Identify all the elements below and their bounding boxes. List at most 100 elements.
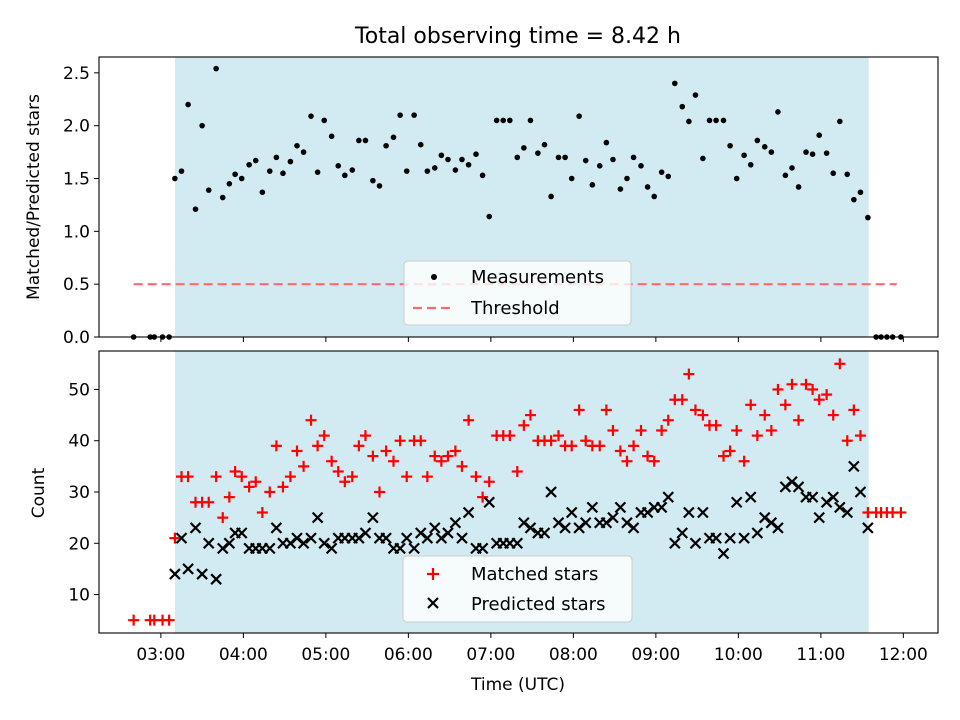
predicted-star-point (456, 532, 468, 544)
matched-star-point (710, 419, 722, 431)
measurement-point (727, 142, 733, 149)
measurement-point (686, 118, 692, 125)
measurement-point (486, 213, 493, 220)
matched-star-point (346, 471, 358, 483)
measurement-point (720, 117, 727, 124)
measurement-point (300, 149, 307, 155)
measurement-point (219, 194, 226, 201)
x-tick-label: 09:00 (631, 645, 680, 665)
matched-star-point (284, 471, 296, 483)
matched-star-point (421, 471, 433, 483)
measurement-point (837, 118, 843, 125)
matched-star-point (738, 455, 750, 467)
matched-star-point (470, 471, 482, 483)
predicted-star-point (483, 496, 495, 509)
top-axes-frame (98, 56, 939, 338)
measurement-point (816, 132, 823, 138)
predicted-star-point (710, 532, 722, 544)
matched-star-point (332, 465, 344, 477)
predicted-star-point (235, 527, 248, 539)
bottom-panel: 10 20 30 40 50 03:00 04:00 05:00 06:00 07:00 08:0… (29, 350, 939, 695)
top-legend: Measurements Threshold (403, 260, 632, 326)
top-legend-box (403, 260, 632, 326)
predicted-star-point (586, 501, 599, 514)
measurement-point (857, 189, 864, 196)
matched-star-point (594, 440, 606, 452)
measurement-point (521, 145, 527, 151)
predicted-star-point (806, 491, 819, 503)
measurement-point (603, 139, 610, 146)
predicted-star-point (311, 511, 324, 524)
matched-star-point (800, 378, 812, 390)
bottom-x-ticks: 03:00 04:00 05:00 06:00 07:00 08:00 09:00 10:00… (136, 633, 928, 665)
measurement-point (273, 154, 280, 161)
predicted-star-point (202, 537, 215, 550)
predicted-star-point (655, 501, 668, 514)
x-tick-label: 12:00 (879, 645, 928, 665)
measurement-point (761, 144, 768, 150)
matched-star-point (807, 383, 819, 395)
matched-star-point (483, 476, 495, 488)
matched-star-point (182, 471, 194, 483)
predicted-star-point (408, 542, 420, 555)
measurement-point (823, 150, 830, 156)
measurement-point (555, 154, 562, 161)
matched-star-point (600, 404, 612, 416)
matched-star-point (745, 399, 757, 411)
matched-star-point (128, 614, 140, 626)
matched-star-point (243, 481, 255, 493)
x-tick-label: 10:00 (714, 645, 763, 665)
predicted-star-point (421, 532, 434, 544)
matched-star-point (449, 445, 461, 457)
measurement-point (500, 117, 507, 124)
predicted-star-point (689, 537, 702, 550)
predicted-star-point (538, 527, 551, 539)
matched-star-point (614, 445, 626, 457)
measurement-point (403, 168, 410, 174)
matched-star-point (318, 430, 330, 442)
measurement-point (342, 172, 348, 179)
matched-star-point (373, 486, 385, 498)
y-tick-label: 50 (68, 380, 90, 400)
matched-star-point (305, 414, 317, 426)
predicted-star-point (182, 563, 194, 575)
matched-star-point (217, 512, 229, 524)
measurement-point (638, 163, 644, 169)
predicted-star-point (263, 542, 276, 555)
matched-star-point (573, 404, 585, 416)
predicted-star-point (367, 511, 379, 524)
predicted-star-point (744, 491, 757, 503)
predicted-stars-points (169, 460, 874, 585)
matched-star-point (607, 424, 619, 436)
matched-star-point (256, 507, 268, 519)
predicted-star-point (559, 522, 571, 534)
matched-star-point (203, 496, 215, 508)
matched-star-point (751, 430, 763, 442)
predicted-star-point (175, 532, 188, 544)
measurement-point (397, 112, 403, 118)
matched-star-point (394, 435, 406, 447)
matched-star-point (163, 614, 175, 626)
predicted-star-point (614, 501, 627, 514)
measurement-point (644, 184, 651, 190)
measurement-point (624, 175, 630, 182)
y-tick-label: 2.0 (63, 117, 90, 137)
measurement-point (747, 161, 754, 168)
matched-star-point (518, 419, 530, 431)
measurement-point (679, 103, 686, 110)
matched-star-point (442, 450, 454, 462)
matched-star-point (841, 435, 853, 447)
measurement-point (280, 170, 286, 177)
measurement-point (596, 163, 603, 169)
measurement-point (199, 122, 205, 129)
measurement-point (789, 165, 795, 171)
predicted-star-point (565, 506, 578, 519)
matched-star-point (621, 455, 633, 467)
measurement-point (795, 184, 802, 190)
x-tick-label: 08:00 (549, 645, 598, 665)
matched-star-point (648, 455, 660, 467)
matched-star-point (429, 450, 441, 462)
predicted-star-point (524, 522, 537, 534)
measurement-point (672, 80, 678, 87)
